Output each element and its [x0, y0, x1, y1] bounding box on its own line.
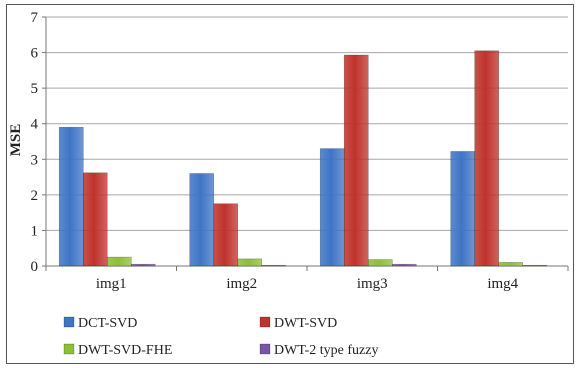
- bar-dct-svd-img1: [58, 126, 84, 267]
- x-category-label: img4: [487, 276, 518, 292]
- bar-dwt-svd-fhe-img1: [106, 256, 132, 267]
- y-tick-label: 1: [31, 223, 39, 239]
- y-tick-label: 5: [31, 81, 39, 97]
- bar-dwt-svd-img3: [343, 54, 369, 267]
- legend-label: DWT-SVD: [274, 316, 337, 331]
- legend-item: DWT-SVD-FHE: [63, 343, 172, 358]
- legend: DCT-SVD DWT-SVD DWT-SVD-FHE DWT-2 type fuzz…: [63, 316, 378, 358]
- bar-dct-svd-img3: [319, 148, 345, 267]
- y-tick-label: 2: [31, 188, 39, 204]
- legend-swatch: [63, 343, 75, 355]
- legend-label: DWT-SVD-FHE: [78, 343, 172, 358]
- y-tick-label: 0: [31, 259, 39, 275]
- y-tick-label: 7: [31, 10, 39, 26]
- legend-item: DWT-SVD: [259, 316, 337, 331]
- bar-dwt-2-type-fuzzy-img1: [130, 263, 156, 267]
- bar-dwt-2-type-fuzzy-img2: [261, 264, 287, 267]
- x-category-label: img2: [226, 276, 257, 292]
- legend-label: DWT-2 type fuzzy: [274, 343, 378, 358]
- legend-item: DWT-2 type fuzzy: [259, 343, 378, 358]
- bar-dwt-svd-fhe-img4: [498, 262, 524, 267]
- y-tick-label: 4: [31, 117, 39, 133]
- x-category-label: img1: [96, 276, 127, 292]
- bar-dct-svd-img4: [450, 151, 476, 267]
- bar-dwt-svd-fhe-img3: [367, 259, 393, 267]
- bars: [58, 50, 548, 267]
- bar-dct-svd-img2: [189, 173, 215, 267]
- bar-dwt-svd-img1: [82, 172, 108, 267]
- y-tick-label: 3: [31, 152, 39, 168]
- legend-swatch: [259, 343, 271, 355]
- bar-dwt-svd-img4: [474, 50, 500, 267]
- bar-dwt-2-type-fuzzy-img4: [522, 264, 548, 267]
- x-category-label: img3: [357, 276, 388, 292]
- bar-dwt-svd-fhe-img2: [237, 258, 263, 267]
- legend-item: DCT-SVD: [63, 316, 137, 331]
- bar-dwt-svd-img2: [213, 203, 239, 267]
- legend-swatch: [259, 316, 271, 328]
- y-tick-labels: 0 1 2 3 4 5 6 7: [31, 10, 39, 275]
- legend-label: DCT-SVD: [78, 316, 137, 331]
- legend-swatch: [63, 316, 75, 328]
- bar-dwt-2-type-fuzzy-img3: [391, 263, 417, 267]
- y-tick-label: 6: [31, 46, 39, 62]
- x-category-labels: img1 img2 img3 img4: [96, 276, 519, 292]
- y-axis-label: MSE: [8, 124, 24, 157]
